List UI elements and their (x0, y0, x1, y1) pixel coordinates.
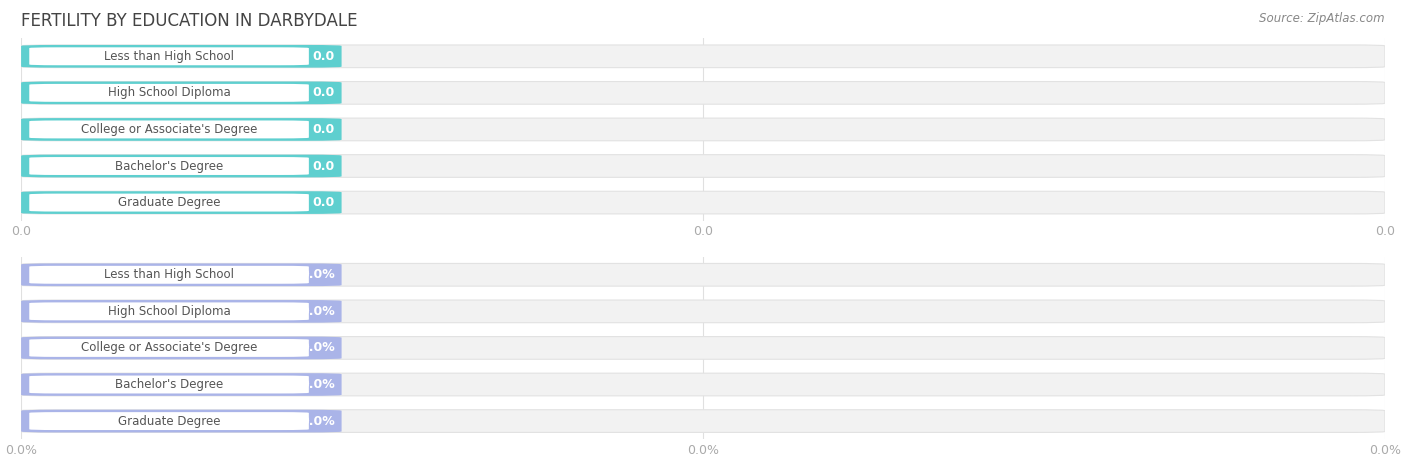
FancyBboxPatch shape (21, 45, 342, 67)
FancyBboxPatch shape (30, 339, 309, 357)
Text: Source: ZipAtlas.com: Source: ZipAtlas.com (1260, 12, 1385, 25)
FancyBboxPatch shape (21, 191, 342, 214)
FancyBboxPatch shape (21, 82, 1385, 104)
FancyBboxPatch shape (21, 337, 342, 359)
Text: College or Associate's Degree: College or Associate's Degree (82, 342, 257, 354)
Text: 0.0: 0.0 (312, 86, 335, 99)
FancyBboxPatch shape (21, 155, 1385, 177)
Text: 0.0%: 0.0% (299, 342, 335, 354)
Text: Bachelor's Degree: Bachelor's Degree (115, 160, 224, 172)
Text: 0.0: 0.0 (312, 123, 335, 136)
Text: 0.0%: 0.0% (299, 305, 335, 318)
FancyBboxPatch shape (21, 45, 1385, 67)
Text: High School Diploma: High School Diploma (108, 86, 231, 99)
Text: High School Diploma: High School Diploma (108, 305, 231, 318)
FancyBboxPatch shape (30, 376, 309, 393)
FancyBboxPatch shape (30, 266, 309, 284)
FancyBboxPatch shape (21, 82, 342, 104)
Text: FERTILITY BY EDUCATION IN DARBYDALE: FERTILITY BY EDUCATION IN DARBYDALE (21, 12, 357, 30)
FancyBboxPatch shape (30, 412, 309, 430)
Text: Graduate Degree: Graduate Degree (118, 196, 221, 209)
FancyBboxPatch shape (30, 84, 309, 102)
FancyBboxPatch shape (21, 373, 342, 396)
Text: Bachelor's Degree: Bachelor's Degree (115, 378, 224, 391)
FancyBboxPatch shape (21, 191, 1385, 214)
FancyBboxPatch shape (30, 48, 309, 65)
FancyBboxPatch shape (21, 373, 1385, 396)
Text: 0.0: 0.0 (312, 50, 335, 63)
FancyBboxPatch shape (21, 264, 1385, 286)
Text: College or Associate's Degree: College or Associate's Degree (82, 123, 257, 136)
FancyBboxPatch shape (21, 300, 1385, 323)
FancyBboxPatch shape (21, 264, 342, 286)
Text: 0.0%: 0.0% (299, 268, 335, 281)
FancyBboxPatch shape (21, 118, 1385, 141)
FancyBboxPatch shape (21, 118, 342, 141)
Text: Less than High School: Less than High School (104, 50, 233, 63)
FancyBboxPatch shape (21, 155, 342, 177)
FancyBboxPatch shape (30, 303, 309, 320)
FancyBboxPatch shape (21, 300, 342, 323)
Text: 0.0: 0.0 (312, 160, 335, 172)
Text: Graduate Degree: Graduate Degree (118, 415, 221, 428)
Text: Less than High School: Less than High School (104, 268, 233, 281)
FancyBboxPatch shape (30, 157, 309, 175)
FancyBboxPatch shape (30, 121, 309, 138)
Text: 0.0%: 0.0% (299, 378, 335, 391)
FancyBboxPatch shape (21, 410, 1385, 432)
FancyBboxPatch shape (30, 194, 309, 211)
Text: 0.0%: 0.0% (299, 415, 335, 428)
FancyBboxPatch shape (21, 410, 342, 432)
FancyBboxPatch shape (21, 337, 1385, 359)
Text: 0.0: 0.0 (312, 196, 335, 209)
